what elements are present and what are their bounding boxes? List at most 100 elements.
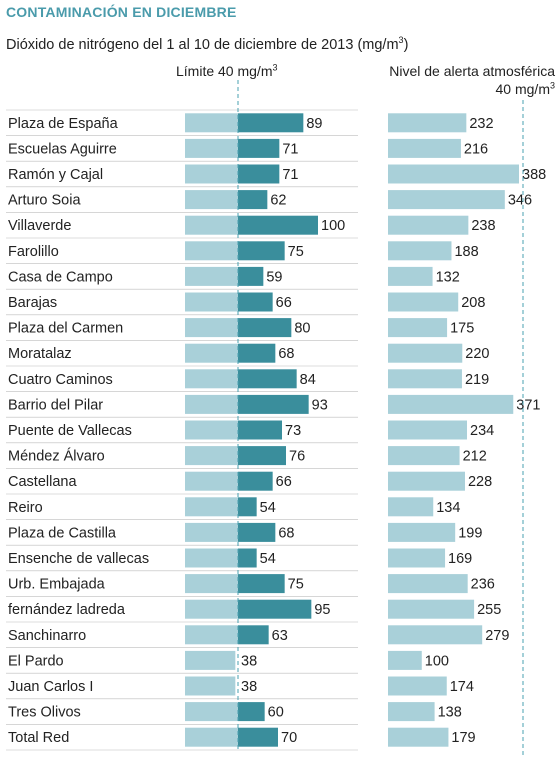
bar-limit-excess (238, 318, 292, 338)
category-label: Barrio del Pilar (8, 397, 103, 413)
bar-value-label: 93 (312, 397, 328, 413)
bar-limit-base (185, 625, 238, 645)
bar-alert (388, 522, 456, 542)
bar-alert (388, 676, 447, 696)
bar-alert (388, 292, 459, 312)
bar-limit-base (185, 292, 238, 312)
bar-alert (388, 113, 467, 133)
bar-alert-value-label: 199 (458, 525, 482, 541)
bar-alert-value-label: 174 (450, 679, 474, 695)
category-label: Moratalaz (8, 346, 72, 362)
bar-alert-value-label: 188 (454, 244, 478, 260)
bar-alert (388, 420, 468, 440)
bar-alert-value-label: 371 (516, 397, 540, 413)
category-label: Arturo Soia (8, 193, 81, 209)
bar-alert (388, 164, 519, 184)
bar-value-label: 66 (276, 474, 292, 490)
bar-limit-base (185, 394, 238, 414)
bar-value-label: 62 (270, 193, 286, 209)
bar-limit-excess (238, 599, 312, 619)
bar-limit-excess (238, 215, 318, 235)
bar-alert-value-label: 132 (436, 269, 460, 285)
bar-alert-value-label: 208 (461, 295, 485, 311)
bar-alert-value-label: 228 (468, 474, 492, 490)
bar-limit-base (185, 522, 238, 542)
subtitle-end: ) (403, 37, 409, 53)
bar-value-label: 38 (241, 653, 257, 669)
bar-limit-excess (238, 241, 285, 261)
bar-limit-excess (238, 343, 276, 363)
subtitle-text: Dióxido de nitrógeno del 1 al 10 de dici… (6, 37, 399, 53)
bar-value-label: 95 (314, 602, 330, 618)
bar-alert-value-label: 169 (448, 551, 472, 567)
category-label: Plaza de España (8, 116, 119, 132)
bar-alert-value-label: 232 (469, 116, 493, 132)
bar-limit-excess (238, 394, 309, 414)
bar-value-label: 70 (281, 730, 297, 746)
bar-limit-excess (238, 190, 268, 210)
bar-alert (388, 702, 435, 722)
bar-limit-excess (238, 548, 257, 568)
bar-alert (388, 241, 452, 261)
bar-alert-value-label: 388 (522, 167, 546, 183)
bar-alert (388, 446, 460, 466)
bar-alert-value-label: 255 (477, 602, 501, 618)
bar-value-label: 71 (282, 167, 298, 183)
bar-limit-excess (238, 113, 304, 133)
bar-value-label: 54 (260, 551, 276, 567)
bar-limit-base (185, 497, 238, 517)
bar-value-label: 73 (285, 423, 301, 439)
category-label: Tres Olivos (8, 705, 81, 721)
category-label: Farolillo (8, 244, 59, 260)
bar-alert (388, 727, 449, 747)
bar-alert-value-label: 100 (425, 653, 449, 669)
bar-limit-excess (238, 522, 276, 542)
bar-limit-base (185, 676, 236, 696)
bar-limit-base (185, 164, 238, 184)
bar-value-label: 84 (300, 372, 316, 388)
category-label: fernández ladreda (8, 602, 126, 618)
bar-value-label: 54 (260, 500, 276, 516)
bar-limit-base (185, 548, 238, 568)
bar-alert (388, 369, 462, 389)
category-label: Plaza del Carmen (8, 321, 123, 337)
chart-subtitle: Dióxido de nitrógeno del 1 al 10 de dici… (6, 36, 409, 53)
bar-limit-excess (238, 702, 265, 722)
category-label: Cuatro Caminos (8, 372, 113, 388)
bar-alert-value-label: 346 (508, 193, 532, 209)
category-label: Juan Carlos I (8, 679, 93, 695)
bar-limit-base (185, 343, 238, 363)
bar-limit-base (185, 266, 238, 286)
bar-limit-excess (238, 625, 269, 645)
category-label: Barajas (8, 295, 57, 311)
bar-alert-value-label: 236 (471, 577, 495, 593)
bar-value-label: 89 (306, 116, 322, 132)
bar-alert-value-label: 216 (464, 141, 488, 157)
bar-limit-excess (238, 164, 280, 184)
bar-limit-excess (238, 420, 282, 440)
bar-limit-base (185, 241, 238, 261)
bar-limit-base (185, 369, 238, 389)
bar-alert-value-label: 279 (485, 628, 509, 644)
category-label: Reiro (8, 500, 43, 516)
bar-alert-value-label: 175 (450, 321, 474, 337)
bar-limit-base (185, 727, 238, 747)
bar-value-label: 80 (294, 321, 310, 337)
category-label: Sanchinarro (8, 628, 86, 644)
bar-limit-base (185, 138, 238, 158)
category-label: Ramón y Cajal (8, 167, 103, 183)
bar-alert-value-label: 212 (463, 449, 487, 465)
right-column-header: Nivel de alerta atmosférica 40 mg/m3 (352, 62, 555, 98)
bar-alert-value-label: 234 (470, 423, 494, 439)
bar-value-label: 100 (321, 218, 345, 234)
bar-alert-value-label: 220 (465, 346, 489, 362)
left-header-sup: 3 (272, 62, 278, 73)
bar-limit-excess (238, 574, 285, 594)
bar-limit-excess (238, 369, 297, 389)
bar-alert (388, 318, 448, 338)
category-label: Ensenche de vallecas (8, 551, 149, 567)
bar-alert (388, 471, 465, 491)
category-label: Total Red (8, 730, 69, 746)
category-label: Urb. Embajada (8, 577, 106, 593)
